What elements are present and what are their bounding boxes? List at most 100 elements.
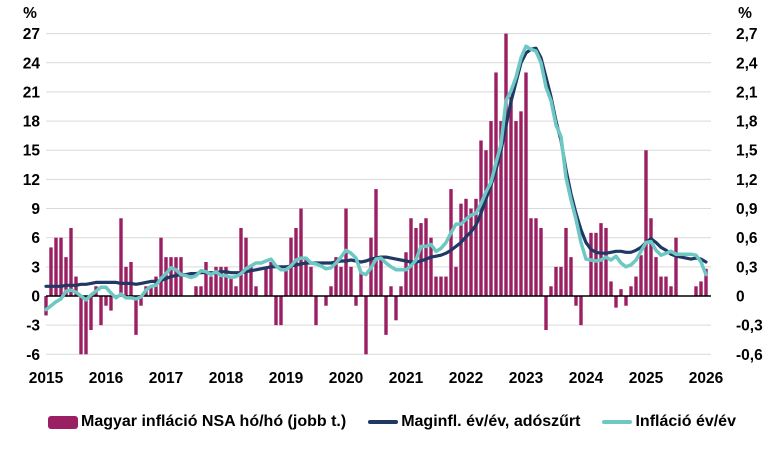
- inflation-bar: [434, 276, 438, 296]
- inflation-bar: [69, 227, 73, 296]
- inflation-bar: [324, 296, 328, 306]
- inflation-bar: [674, 237, 678, 296]
- inflation-bar: [704, 268, 708, 296]
- x-axis-year-label: 2022: [449, 370, 483, 387]
- right-axis-tick: 0,3: [736, 259, 758, 276]
- inflation-bar: [629, 286, 633, 296]
- inflation-bar: [44, 296, 48, 316]
- headline-line-swatch: [602, 420, 633, 424]
- inflation-bar: [514, 121, 518, 296]
- inflation-bar: [219, 266, 223, 296]
- inflation-chart: 27 2,7 24 2,4 21 2,1 18 1,8 15 1,5 12 1,2 9 0,9 6 0,6 3 0…: [23, 5, 763, 387]
- right-axis-tick: 0: [736, 289, 745, 306]
- inflation-bar: [304, 257, 308, 296]
- inflation-bar: [274, 296, 278, 326]
- x-axis-year-label: 2015: [29, 370, 64, 387]
- inflation-bar: [449, 189, 453, 296]
- inflation-bar: [309, 266, 313, 296]
- inflation-bar: [429, 237, 433, 296]
- legend-item-headline-line: Infláció év/év: [602, 413, 736, 431]
- legend-item-bars: Magyar infláció NSA hó/hó (jobb t.): [48, 413, 346, 431]
- inflation-bar: [179, 257, 183, 296]
- inflation-bar: [549, 286, 553, 296]
- inflation-bar: [199, 286, 203, 296]
- inflation-bar: [459, 203, 463, 296]
- inflation-bar: [49, 247, 53, 296]
- core-line-swatch: [368, 420, 399, 424]
- inflation-bar: [224, 266, 228, 296]
- x-axis-year-label: 2020: [329, 370, 363, 387]
- inflation-bar: [334, 257, 338, 296]
- inflation-bar: [504, 33, 508, 296]
- inflation-bar: [209, 276, 213, 296]
- inflation-bar: [509, 96, 513, 297]
- inflation-bar: [554, 266, 558, 296]
- headline-inflation-line: [44, 44, 708, 312]
- bar-series-swatch: [48, 415, 78, 429]
- inflation-bar: [564, 227, 568, 296]
- right-axis-unit: %: [738, 5, 752, 22]
- inflation-bar: [214, 266, 218, 296]
- inflation-bar: [389, 286, 393, 296]
- left-axis-tick: 9: [31, 201, 40, 218]
- inflation-bar: [409, 218, 413, 296]
- inflation-bar: [239, 227, 243, 296]
- inflation-bar: [529, 218, 533, 296]
- inflation-bar: [474, 198, 478, 296]
- inflation-bar: [354, 296, 358, 306]
- inflation-bar: [394, 296, 398, 321]
- inflation-bar: [284, 266, 288, 296]
- inflation-bar: [484, 150, 488, 296]
- legend-label-core-line: Maginfl. év/év, adószűrt: [401, 413, 581, 430]
- bar-series: [44, 33, 708, 355]
- inflation-bar: [89, 296, 93, 331]
- inflation-bar: [634, 276, 638, 296]
- inflation-bar: [544, 296, 548, 331]
- right-axis-tick: 0,9: [736, 201, 758, 218]
- inflation-bar: [604, 227, 608, 296]
- inflation-bar: [84, 296, 88, 355]
- inflation-bar: [249, 266, 253, 296]
- x-axis-year-label: 2016: [89, 370, 124, 387]
- inflation-bar: [404, 252, 408, 296]
- inflation-bar: [119, 218, 123, 296]
- inflation-bar: [99, 296, 103, 326]
- right-axis-tick: 1,5: [736, 143, 758, 160]
- inflation-bar: [124, 266, 128, 296]
- right-axis-tick: 2,4: [736, 55, 758, 72]
- inflation-bar: [539, 227, 543, 296]
- inflation-bar: [164, 257, 168, 296]
- inflation-bar: [399, 286, 403, 296]
- inflation-bar: [574, 296, 578, 306]
- inflation-bar: [594, 232, 598, 296]
- inflation-bar: [569, 257, 573, 296]
- x-axis-year-label: 2019: [269, 370, 304, 387]
- inflation-bar: [609, 281, 613, 296]
- left-axis-tick: 18: [23, 114, 41, 131]
- inflation-bar: [109, 296, 113, 311]
- x-axis-year-label: 2026: [689, 370, 724, 387]
- inflation-bar: [314, 296, 318, 326]
- inflation-bar: [649, 218, 653, 296]
- x-axis-year-label: 2023: [509, 370, 544, 387]
- left-axis-tick: 15: [23, 143, 41, 160]
- right-axis-tick: 0,6: [736, 230, 758, 247]
- inflation-bar: [494, 72, 498, 296]
- left-axis-tick: 12: [23, 172, 40, 189]
- inflation-bar: [379, 257, 383, 296]
- inflation-bar: [54, 237, 58, 296]
- inflation-bar: [359, 271, 363, 296]
- left-axis-tick: 3: [31, 259, 40, 276]
- inflation-bar: [644, 150, 648, 296]
- x-axis-year-label: 2017: [149, 370, 183, 387]
- inflation-bar: [489, 121, 493, 296]
- inflation-bar: [639, 255, 643, 296]
- left-axis-tick: -6: [26, 347, 40, 364]
- right-axis-tick: -0,3: [736, 318, 763, 335]
- inflation-bar: [134, 296, 138, 335]
- inflation-bar: [454, 266, 458, 296]
- inflation-bar: [614, 296, 618, 308]
- inflation-bar: [589, 232, 593, 296]
- inflation-bar: [444, 276, 448, 296]
